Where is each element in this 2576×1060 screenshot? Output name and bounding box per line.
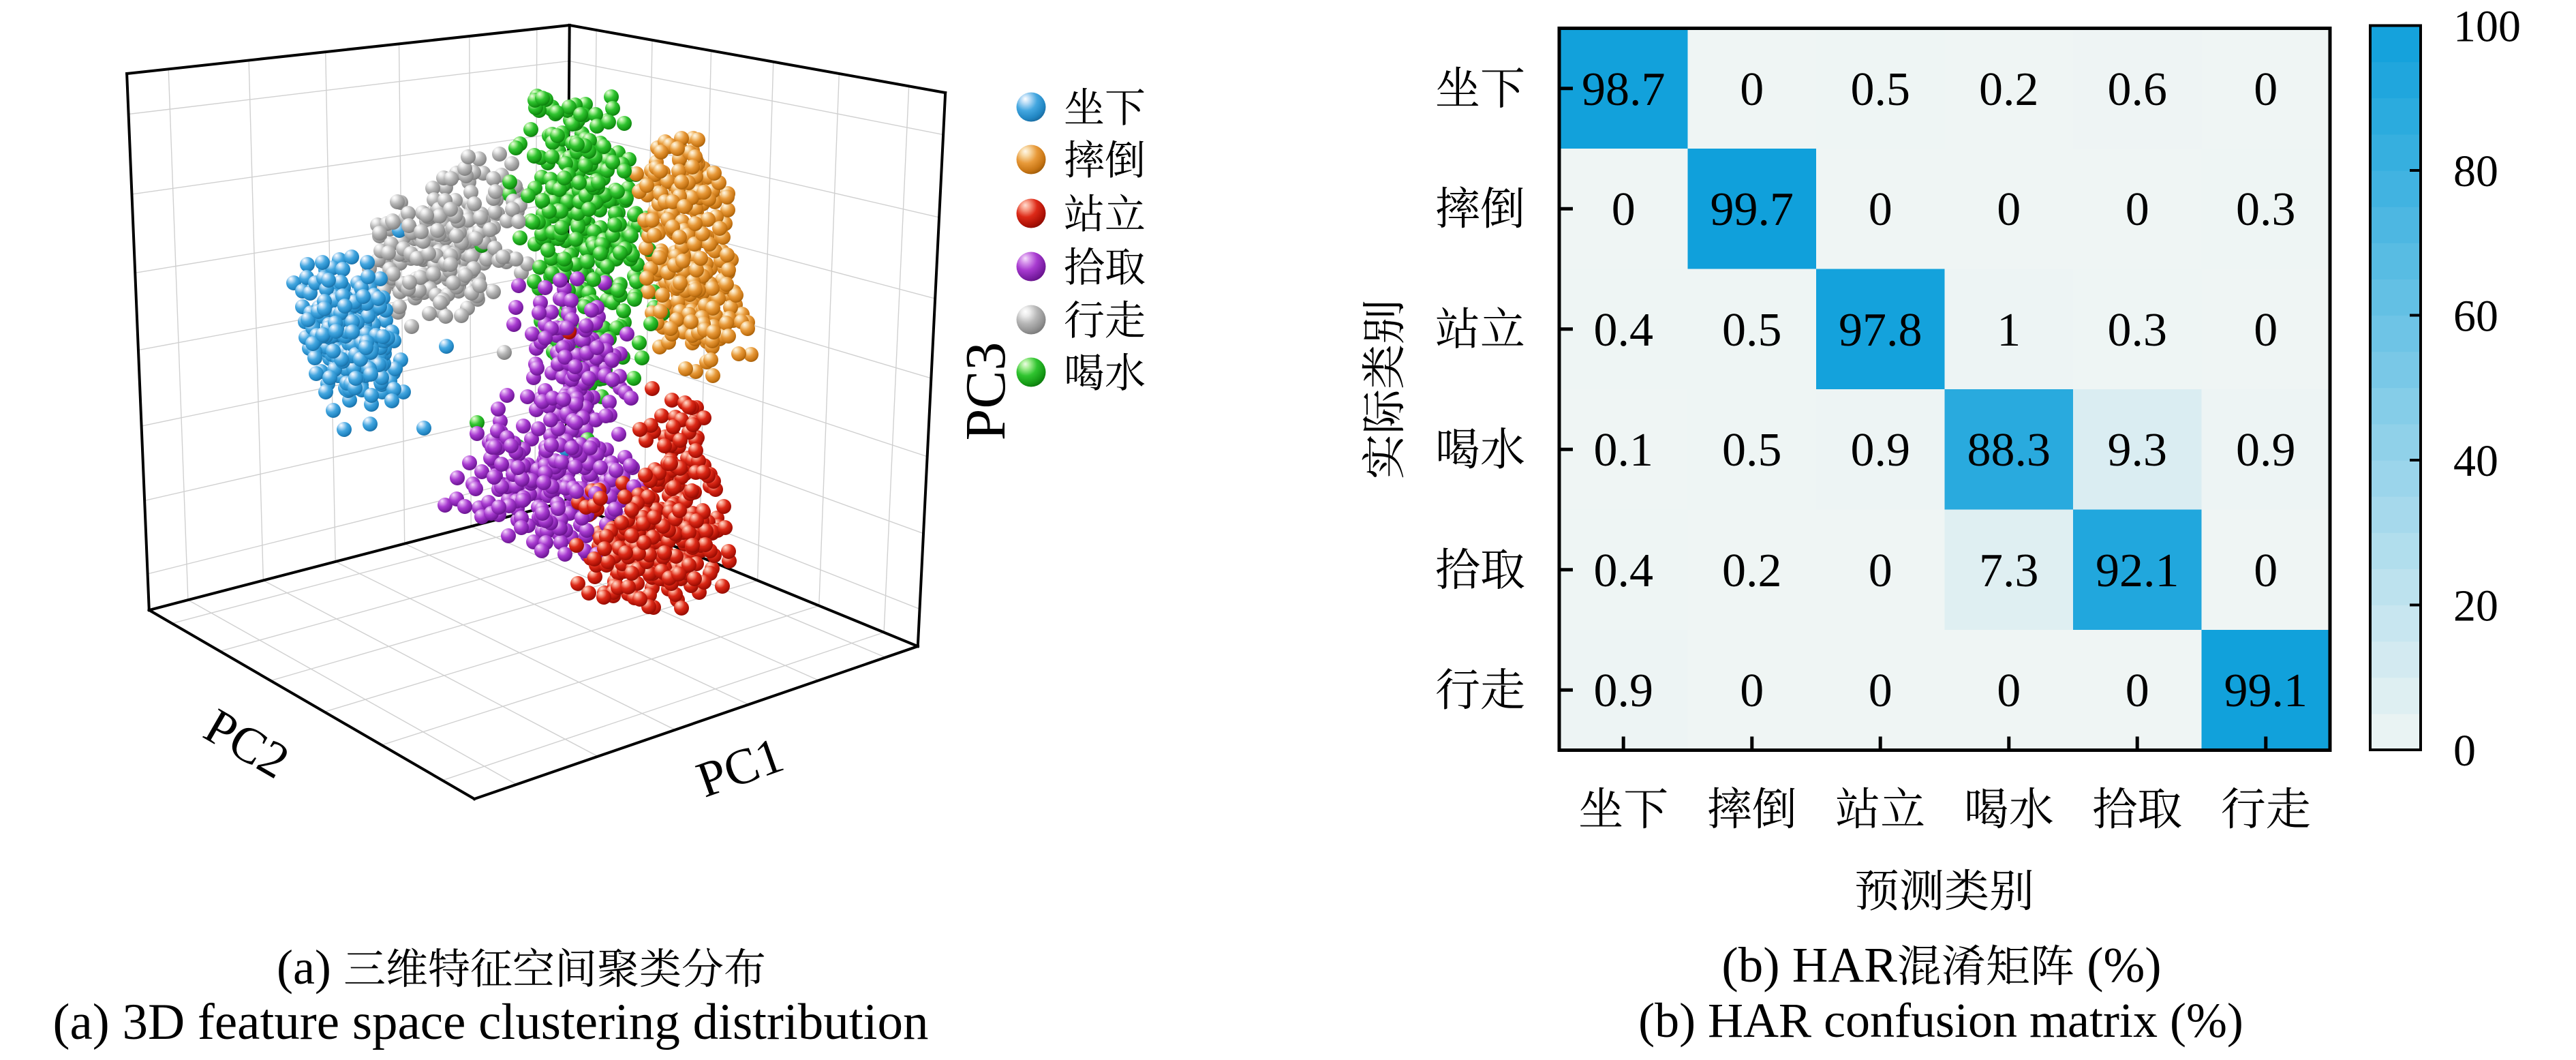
- svg-text:0: 0: [1612, 183, 1636, 236]
- svg-text:0: 0: [1997, 183, 2021, 236]
- svg-text:PC3: PC3: [954, 342, 1017, 441]
- svg-text:0.9: 0.9: [2236, 424, 2296, 476]
- svg-text:98.7: 98.7: [1582, 63, 1666, 116]
- svg-text:0: 0: [2254, 304, 2278, 357]
- svg-text:0.4: 0.4: [1593, 304, 1653, 357]
- svg-text:0.2: 0.2: [1722, 545, 1782, 597]
- svg-text:0.5: 0.5: [1850, 63, 1910, 116]
- svg-text:88.3: 88.3: [1967, 424, 2051, 476]
- svg-text:0: 0: [2254, 63, 2278, 116]
- svg-text:0: 0: [2254, 545, 2278, 597]
- svg-text:0.5: 0.5: [1722, 424, 1782, 476]
- svg-text:0: 0: [2126, 665, 2149, 717]
- svg-text:40: 40: [2453, 436, 2498, 486]
- svg-text:0.5: 0.5: [1722, 304, 1782, 357]
- svg-text:0: 0: [1997, 665, 2021, 717]
- svg-text:97.8: 97.8: [1839, 304, 1922, 357]
- svg-text:1: 1: [1997, 304, 2021, 357]
- svg-text:0.9: 0.9: [1593, 665, 1653, 717]
- svg-text:0.4: 0.4: [1593, 545, 1653, 597]
- svg-text:0.3: 0.3: [2107, 304, 2167, 357]
- svg-text:0.9: 0.9: [1850, 424, 1910, 476]
- svg-text:(a) 3D feature space clusterin: (a) 3D feature space clustering distribu…: [53, 994, 929, 1050]
- svg-text:0.1: 0.1: [1593, 424, 1653, 476]
- svg-text:99.7: 99.7: [1711, 183, 1794, 236]
- svg-text:0: 0: [1869, 183, 1892, 236]
- svg-text:0: 0: [1869, 545, 1892, 597]
- svg-text:60: 60: [2453, 292, 2498, 342]
- svg-text:99.1: 99.1: [2224, 665, 2308, 717]
- svg-text:7.3: 7.3: [1979, 545, 2039, 597]
- svg-text:20: 20: [2453, 581, 2498, 631]
- svg-text:9.3: 9.3: [2107, 424, 2167, 476]
- svg-text:(%): (%): [2087, 937, 2161, 993]
- svg-text:(b) HAR confusion matrix (%): (b) HAR confusion matrix (%): [1638, 993, 2243, 1048]
- svg-text:0.6: 0.6: [2107, 63, 2167, 116]
- svg-text:(b) HAR: (b) HAR: [1721, 937, 1897, 993]
- svg-text:80: 80: [2453, 147, 2498, 196]
- svg-text:0.2: 0.2: [1979, 63, 2039, 116]
- svg-text:0: 0: [1869, 665, 1892, 717]
- svg-text:0: 0: [1740, 665, 1764, 717]
- svg-text:0: 0: [1740, 63, 1764, 116]
- svg-text:0.3: 0.3: [2236, 183, 2296, 236]
- svg-text:(a): (a): [277, 940, 331, 995]
- svg-text:100: 100: [2453, 2, 2521, 52]
- svg-text:0: 0: [2126, 183, 2149, 236]
- svg-text:0: 0: [2453, 726, 2476, 776]
- svg-text:92.1: 92.1: [2096, 545, 2179, 597]
